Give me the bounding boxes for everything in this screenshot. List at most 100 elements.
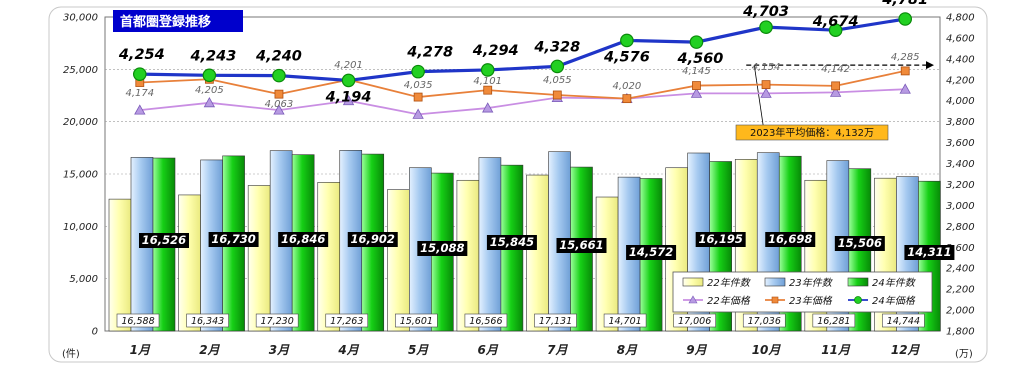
x-axis-category-label: 8月 bbox=[617, 343, 638, 357]
price-label-24: 4,294 bbox=[472, 43, 519, 59]
chart-title: 首都圏登録推移 bbox=[120, 14, 211, 30]
point-23年価格[interactable] bbox=[622, 94, 632, 104]
point-24年価格[interactable] bbox=[202, 68, 217, 83]
bar-22年件数[interactable] bbox=[526, 174, 549, 332]
right-axis-tick-label: 3,800 bbox=[946, 117, 975, 128]
bar-22年件数[interactable] bbox=[595, 196, 619, 332]
right-axis-tick-label: 4,600 bbox=[946, 33, 975, 44]
price-label-small: 4,145 bbox=[682, 66, 711, 77]
bar-value-24: 16,526 bbox=[142, 233, 186, 247]
point-24年価格[interactable] bbox=[898, 12, 913, 26]
point-24年価格[interactable] bbox=[341, 73, 356, 88]
point-24年価格[interactable] bbox=[828, 23, 843, 37]
left-axis-tick-label: 25,000 bbox=[63, 65, 98, 76]
price-label-small: 4,035 bbox=[404, 80, 433, 91]
bar-value-24: 16,698 bbox=[768, 232, 812, 246]
legend-marker bbox=[771, 296, 779, 304]
right-axis-tick-label: 4,000 bbox=[946, 96, 975, 107]
bar-value-23: 17,131 bbox=[539, 316, 572, 327]
point-24年価格[interactable] bbox=[620, 33, 634, 48]
x-axis-category-label: 2月 bbox=[199, 343, 220, 357]
x-axis-category-label: 4月 bbox=[337, 343, 359, 357]
legend-swatch bbox=[847, 277, 869, 287]
right-axis-tick-label: 3,200 bbox=[946, 180, 975, 191]
reference-callout-leader bbox=[753, 65, 764, 127]
point-24年価格[interactable] bbox=[550, 59, 565, 74]
point-22年価格[interactable] bbox=[412, 108, 424, 119]
x-axis-category-label: 9月 bbox=[686, 343, 707, 357]
bar-value-box bbox=[395, 313, 438, 328]
price-label-24: 4,243 bbox=[189, 48, 236, 64]
point-22年価格[interactable] bbox=[690, 87, 703, 98]
bar-value-box-dark bbox=[139, 233, 189, 248]
price-label-small: 4,154 bbox=[752, 62, 781, 73]
x-axis-category-label: 6月 bbox=[478, 343, 499, 357]
point-24年価格[interactable] bbox=[480, 63, 495, 77]
point-23年価格[interactable] bbox=[274, 89, 284, 99]
price-label-small: 4,285 bbox=[891, 52, 920, 63]
left-axis-tick-label: 15,000 bbox=[63, 170, 98, 181]
point-23年価格[interactable] bbox=[761, 80, 771, 90]
bar-value-24: 14,572 bbox=[629, 245, 673, 259]
point-24年価格[interactable] bbox=[759, 20, 773, 34]
x-axis-category-label: 3月 bbox=[269, 343, 290, 357]
bar-22年件数[interactable] bbox=[387, 189, 410, 332]
price-label-small: 4,101 bbox=[473, 76, 502, 87]
bar-22年件数[interactable] bbox=[108, 198, 132, 332]
point-24年価格[interactable] bbox=[411, 64, 425, 79]
right-axis-tick-label: 3,600 bbox=[946, 138, 975, 149]
left-axis-tick-label: 10,000 bbox=[63, 222, 98, 233]
point-23年価格[interactable] bbox=[831, 81, 841, 91]
point-23年価格[interactable] bbox=[483, 85, 493, 95]
point-23年価格[interactable] bbox=[692, 81, 701, 90]
bar-value-box bbox=[603, 313, 647, 328]
point-22年価格[interactable] bbox=[829, 86, 842, 97]
price-label-24: 4,240 bbox=[255, 49, 302, 65]
point-24年価格[interactable] bbox=[132, 67, 147, 81]
chart-title-box bbox=[113, 10, 243, 32]
price-label-small: 4,201 bbox=[334, 60, 363, 71]
legend-label: 24年件数 bbox=[872, 277, 917, 289]
legend-label: 22年件数 bbox=[707, 277, 752, 289]
bar-value-box bbox=[186, 313, 229, 328]
bar-22年件数[interactable] bbox=[247, 185, 271, 332]
point-22年価格[interactable] bbox=[273, 104, 285, 115]
point-24年価格[interactable] bbox=[272, 68, 286, 83]
bar-value-box-dark bbox=[486, 235, 537, 250]
bar-value-23: 17,263 bbox=[330, 316, 363, 327]
bar-22年件数[interactable] bbox=[317, 182, 341, 332]
point-23年価格[interactable] bbox=[552, 90, 562, 100]
bar-22年件数[interactable] bbox=[178, 194, 201, 332]
right-axis-unit: (万) bbox=[955, 349, 973, 360]
point-22年価格[interactable] bbox=[203, 97, 216, 108]
point-22年価格[interactable] bbox=[134, 104, 146, 115]
legend-marker bbox=[854, 296, 862, 304]
point-22年価格[interactable] bbox=[482, 102, 494, 113]
reference-callout-label: 2023年平均価格：4,132万 bbox=[750, 126, 874, 139]
point-22年価格[interactable] bbox=[899, 83, 911, 94]
point-23年価格[interactable] bbox=[900, 66, 910, 76]
price-label-24: 4,576 bbox=[603, 49, 650, 65]
bar-value-24: 15,661 bbox=[559, 238, 603, 252]
price-label-small: 4,020 bbox=[613, 81, 642, 92]
right-axis-tick-label: 3,400 bbox=[946, 159, 975, 170]
bar-value-box bbox=[882, 313, 925, 328]
bar-value-23: 16,566 bbox=[469, 316, 502, 327]
left-axis-tick-label: 30,000 bbox=[63, 13, 98, 24]
bar-value-box bbox=[673, 313, 716, 328]
bar-value-23: 14,744 bbox=[887, 316, 920, 327]
left-axis-unit: (件) bbox=[62, 348, 80, 360]
bar-value-24: 16,902 bbox=[351, 232, 395, 246]
point-22年価格[interactable] bbox=[342, 94, 355, 106]
legend-swatch bbox=[682, 277, 704, 287]
right-axis-tick-label: 2,400 bbox=[946, 264, 975, 275]
legend-swatch bbox=[764, 277, 786, 287]
x-axis-category-label: 7月 bbox=[547, 343, 568, 357]
point-23年価格[interactable] bbox=[413, 92, 423, 102]
point-22年価格[interactable] bbox=[760, 87, 772, 98]
price-label-small: 4,174 bbox=[125, 88, 154, 99]
bar-value-23: 17,006 bbox=[678, 316, 711, 327]
line-24年価格 bbox=[139, 17, 906, 83]
price-label-24: 4,781 bbox=[881, 0, 928, 8]
point-24年価格[interactable] bbox=[689, 35, 704, 49]
